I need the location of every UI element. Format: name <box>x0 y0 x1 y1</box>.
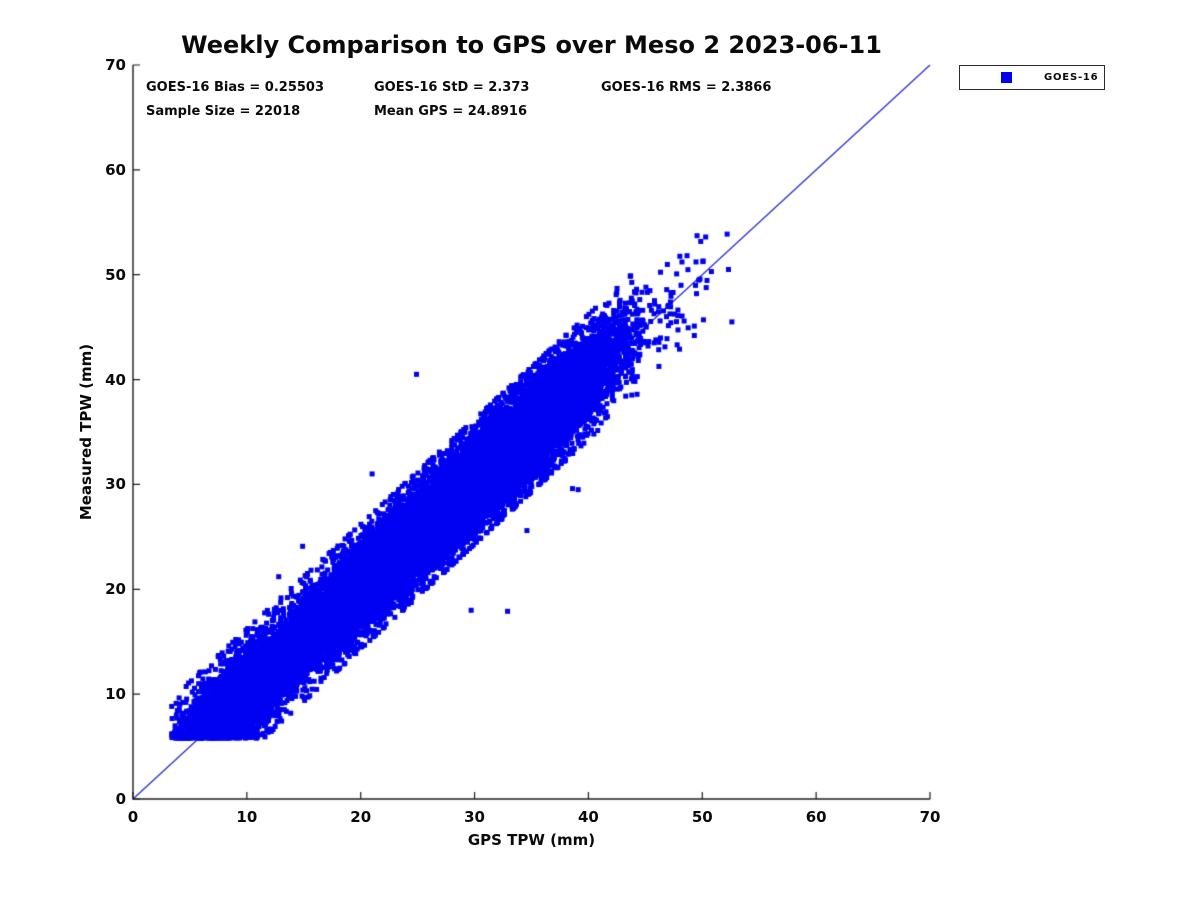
y-axis-label: Measured TPW (mm) <box>77 343 95 521</box>
y-tick-label: 50 <box>105 265 126 284</box>
x-tick-label: 0 <box>127 808 139 826</box>
y-tick-label: 0 <box>115 790 126 808</box>
x-axis-label: GPS TPW (mm) <box>467 831 596 849</box>
y-tick-label: 60 <box>105 160 126 179</box>
x-tick-label: 60 <box>805 808 827 826</box>
legend-square-marker-icon <box>1001 72 1012 83</box>
stat-bias: GOES-16 Bias = 0.25503 <box>146 80 325 95</box>
stat-sample-size: Sample Size = 22018 <box>146 104 301 119</box>
x-tick-label: 10 <box>236 808 258 826</box>
y-tick-label: 40 <box>105 370 126 389</box>
legend: GOES-16 <box>959 65 1105 90</box>
y-tick-label: 30 <box>105 475 126 494</box>
x-tick-label: 70 <box>919 808 941 826</box>
y-tick-label: 10 <box>105 685 126 704</box>
y-tick-label: 20 <box>105 580 126 599</box>
chart-title: Weekly Comparison to GPS over Meso 2 202… <box>181 31 882 59</box>
y-tick-label: 70 <box>105 56 126 74</box>
stat-mean-gps: Mean GPS = 24.8916 <box>374 104 528 119</box>
stat-std: GOES-16 StD = 2.373 <box>374 80 530 95</box>
x-tick-label: 40 <box>577 808 599 826</box>
x-tick-label: 20 <box>350 808 372 826</box>
legend-label: GOES-16 <box>1044 72 1099 83</box>
stat-rms: GOES-16 RMS = 2.3866 <box>601 80 772 95</box>
x-tick-label: 30 <box>464 808 485 826</box>
x-tick-label: 50 <box>691 808 713 826</box>
